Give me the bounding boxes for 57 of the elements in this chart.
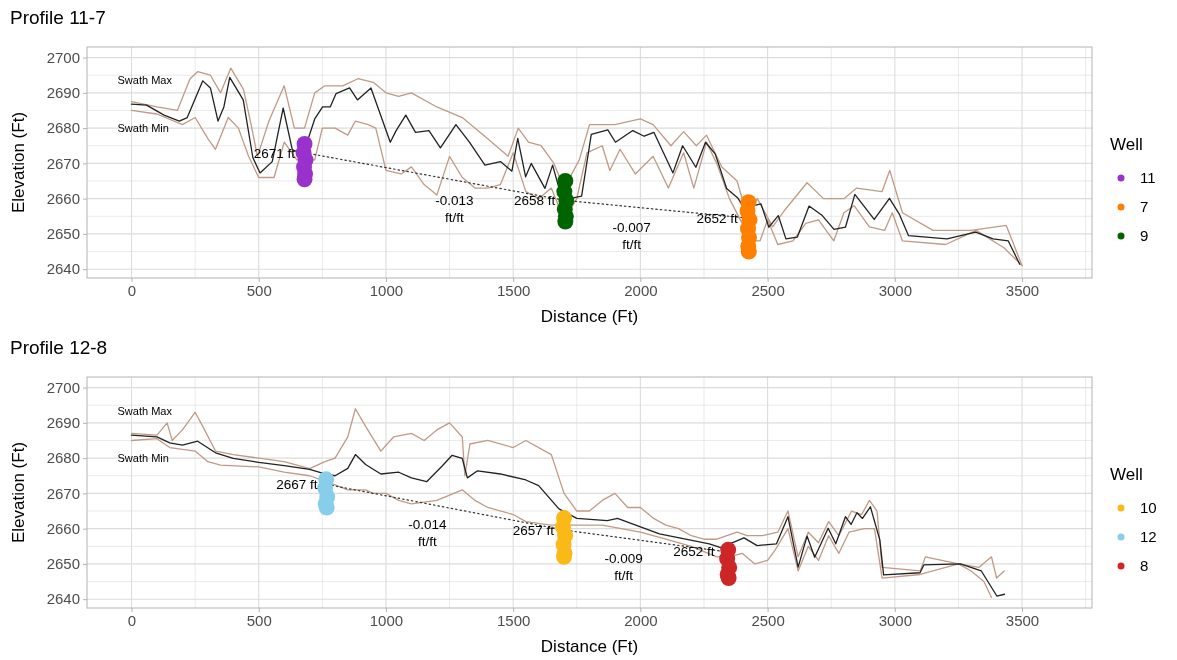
y-axis-title: Elevation (Ft) xyxy=(9,111,28,214)
y-tick-label: 2700 xyxy=(46,378,80,396)
x-tick-label: 500 xyxy=(246,611,272,629)
y-tick-label: 2670 xyxy=(46,154,80,172)
y-tick-label: 2680 xyxy=(46,449,80,467)
y-tick-label: 2700 xyxy=(46,48,80,66)
x-tick-label: 2500 xyxy=(751,611,785,629)
y-tick-label: 2640 xyxy=(46,590,80,608)
x-tick-label: 0 xyxy=(127,281,137,299)
x-tick-label: 500 xyxy=(246,281,272,299)
annotation: -0.014 ft/ft xyxy=(408,516,448,550)
legend-label: 12 xyxy=(1140,528,1157,545)
annotation: 2658 ft xyxy=(514,193,556,209)
x-axis-title: Distance (Ft) xyxy=(540,307,639,326)
x-tick-label: 2000 xyxy=(624,611,658,629)
annotation: -0.013 ft/ft xyxy=(435,192,474,226)
x-tick-label: 1000 xyxy=(369,281,404,299)
y-tick-label: 2660 xyxy=(46,519,80,537)
legend-label: 10 xyxy=(1140,499,1157,516)
x-tick-label: 3000 xyxy=(878,281,912,299)
legend-label: 9 xyxy=(1140,227,1149,244)
y-tick-label: 2670 xyxy=(46,484,80,502)
series-label: Swath Max xyxy=(117,405,173,418)
x-tick-label: 3500 xyxy=(1005,611,1040,629)
annotation: 2652 ft xyxy=(673,544,715,560)
y-axis-title: Elevation (Ft) xyxy=(9,441,28,544)
y-tick-label: 2650 xyxy=(46,225,80,243)
x-tick-label: 1000 xyxy=(369,611,404,629)
x-tick-label: 1500 xyxy=(496,281,531,299)
legend-label: 7 xyxy=(1140,198,1149,215)
legend-title: Well xyxy=(1110,465,1143,484)
legend-label: 8 xyxy=(1140,557,1149,574)
y-tick-label: 2640 xyxy=(46,260,80,278)
y-tick-label: 2650 xyxy=(46,555,80,573)
x-tick-label: 2500 xyxy=(751,281,785,299)
y-tick-label: 2660 xyxy=(46,189,80,207)
x-tick-label: 3500 xyxy=(1005,281,1040,299)
annotation: 2657 ft xyxy=(512,522,555,538)
annotation: 2667 ft xyxy=(276,477,318,493)
x-axis-title: Distance (Ft) xyxy=(540,637,639,656)
y-tick-label: 2680 xyxy=(46,119,80,137)
legend-title: Well xyxy=(1110,135,1143,154)
series-label: Swath Min xyxy=(117,452,169,465)
x-tick-label: 1500 xyxy=(496,611,531,629)
series-label: Swath Min xyxy=(117,122,169,135)
x-tick-label: 3000 xyxy=(878,611,912,629)
x-tick-label: 2000 xyxy=(624,281,658,299)
y-tick-label: 2690 xyxy=(46,84,80,102)
y-tick-label: 2690 xyxy=(46,414,80,432)
chart-title: Profile 12-8 xyxy=(10,337,108,358)
series-label: Swath Max xyxy=(117,73,173,86)
annotation: -0.007 ft/ft xyxy=(612,219,651,253)
annotation: 2652 ft xyxy=(696,210,738,226)
chart-title: Profile 11-7 xyxy=(10,7,106,28)
x-tick-label: 0 xyxy=(127,611,137,629)
annotation: -0.009 ft/ft xyxy=(604,550,643,584)
legend-label: 11 xyxy=(1140,169,1156,186)
